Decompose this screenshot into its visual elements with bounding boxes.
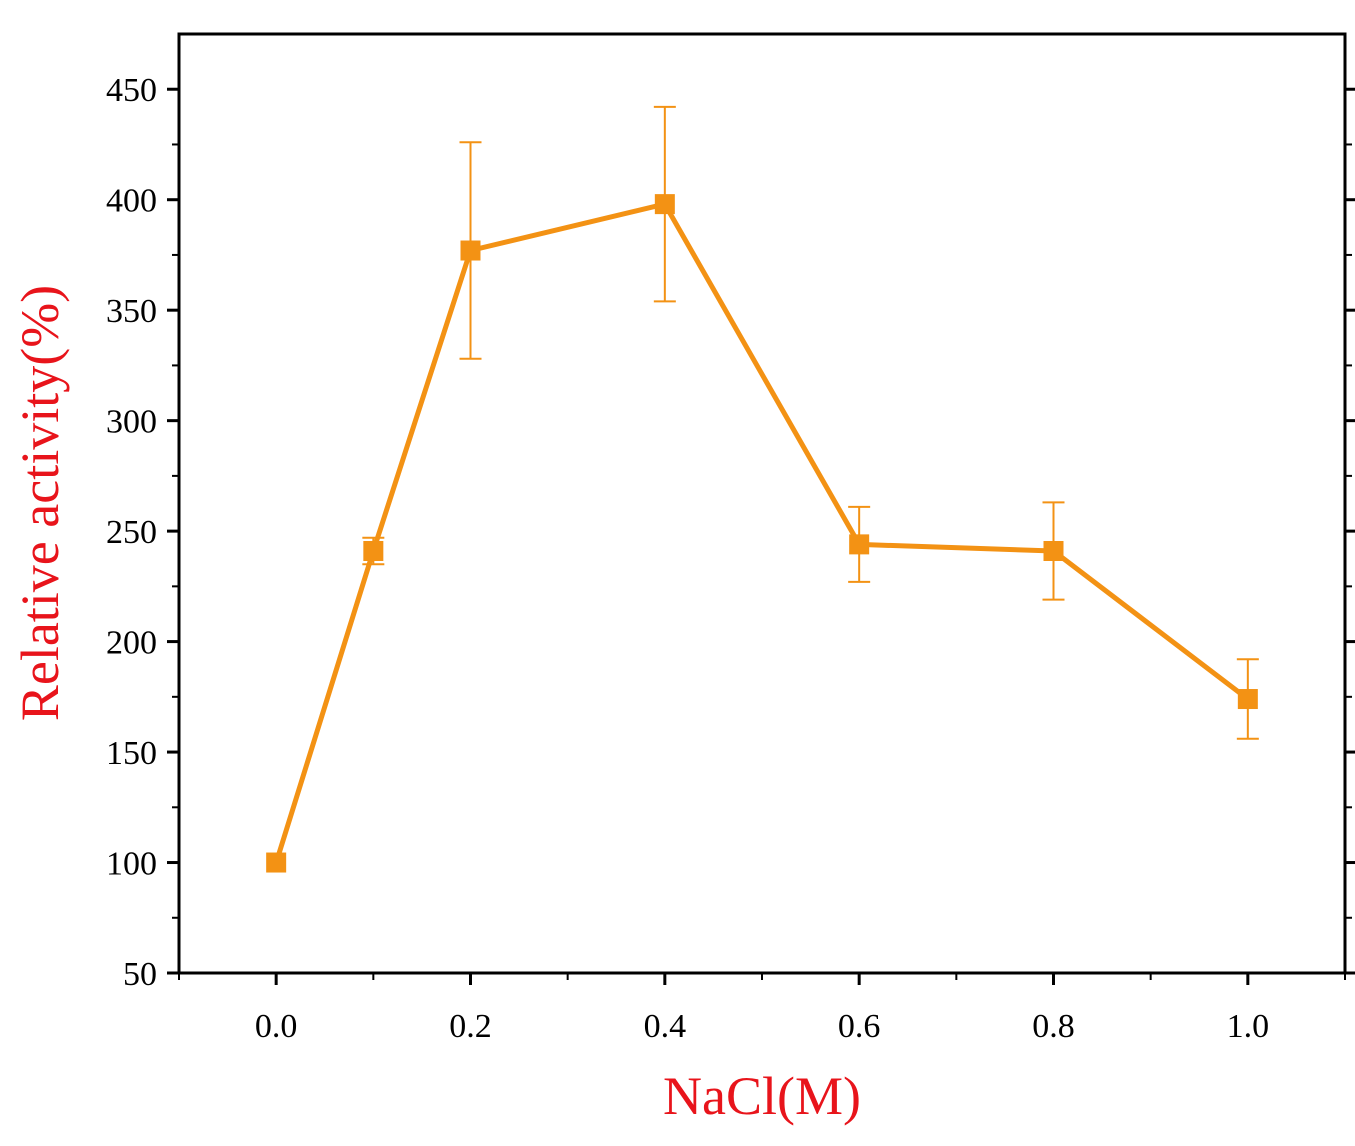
data-point xyxy=(460,240,481,261)
x-axis-title: NaCl(M) xyxy=(663,1066,861,1126)
series-line xyxy=(273,201,1250,864)
y-tick-label: 400 xyxy=(106,183,157,220)
plot-frame xyxy=(177,32,1347,975)
x-tick-label: 0.0 xyxy=(255,1008,298,1045)
series-markers xyxy=(266,194,1258,873)
y-axis-ticks: 50 100 150 200 250 300 350 400 450 xyxy=(106,72,1355,993)
data-point xyxy=(1043,541,1064,562)
y-tick-label: 200 xyxy=(106,625,157,662)
y-tick-label: 350 xyxy=(106,293,157,330)
x-tick-label: 0.2 xyxy=(449,1008,492,1045)
data-point xyxy=(654,194,675,215)
y-axis-title: Relative activity(%) xyxy=(10,285,70,721)
y-tick-label: 100 xyxy=(106,846,157,883)
x-axis-ticks: 0.0 0.2 0.4 0.6 0.8 1.0 xyxy=(178,973,1346,1045)
y-tick-label: 450 xyxy=(106,72,157,109)
data-point xyxy=(363,541,384,562)
error-bars xyxy=(362,105,1259,740)
x-tick-label: 0.8 xyxy=(1032,1008,1075,1045)
x-tick-label: 0.6 xyxy=(838,1008,881,1045)
y-tick-label: 300 xyxy=(106,404,157,441)
y-tick-label: 150 xyxy=(106,735,157,772)
y-tick-label: 250 xyxy=(106,514,157,551)
data-point xyxy=(266,852,287,873)
x-tick-label: 1.0 xyxy=(1227,1008,1270,1045)
y-tick-label: 50 xyxy=(123,956,157,993)
data-point xyxy=(849,534,870,555)
data-point xyxy=(1237,689,1258,710)
x-tick-label: 0.4 xyxy=(644,1008,687,1045)
